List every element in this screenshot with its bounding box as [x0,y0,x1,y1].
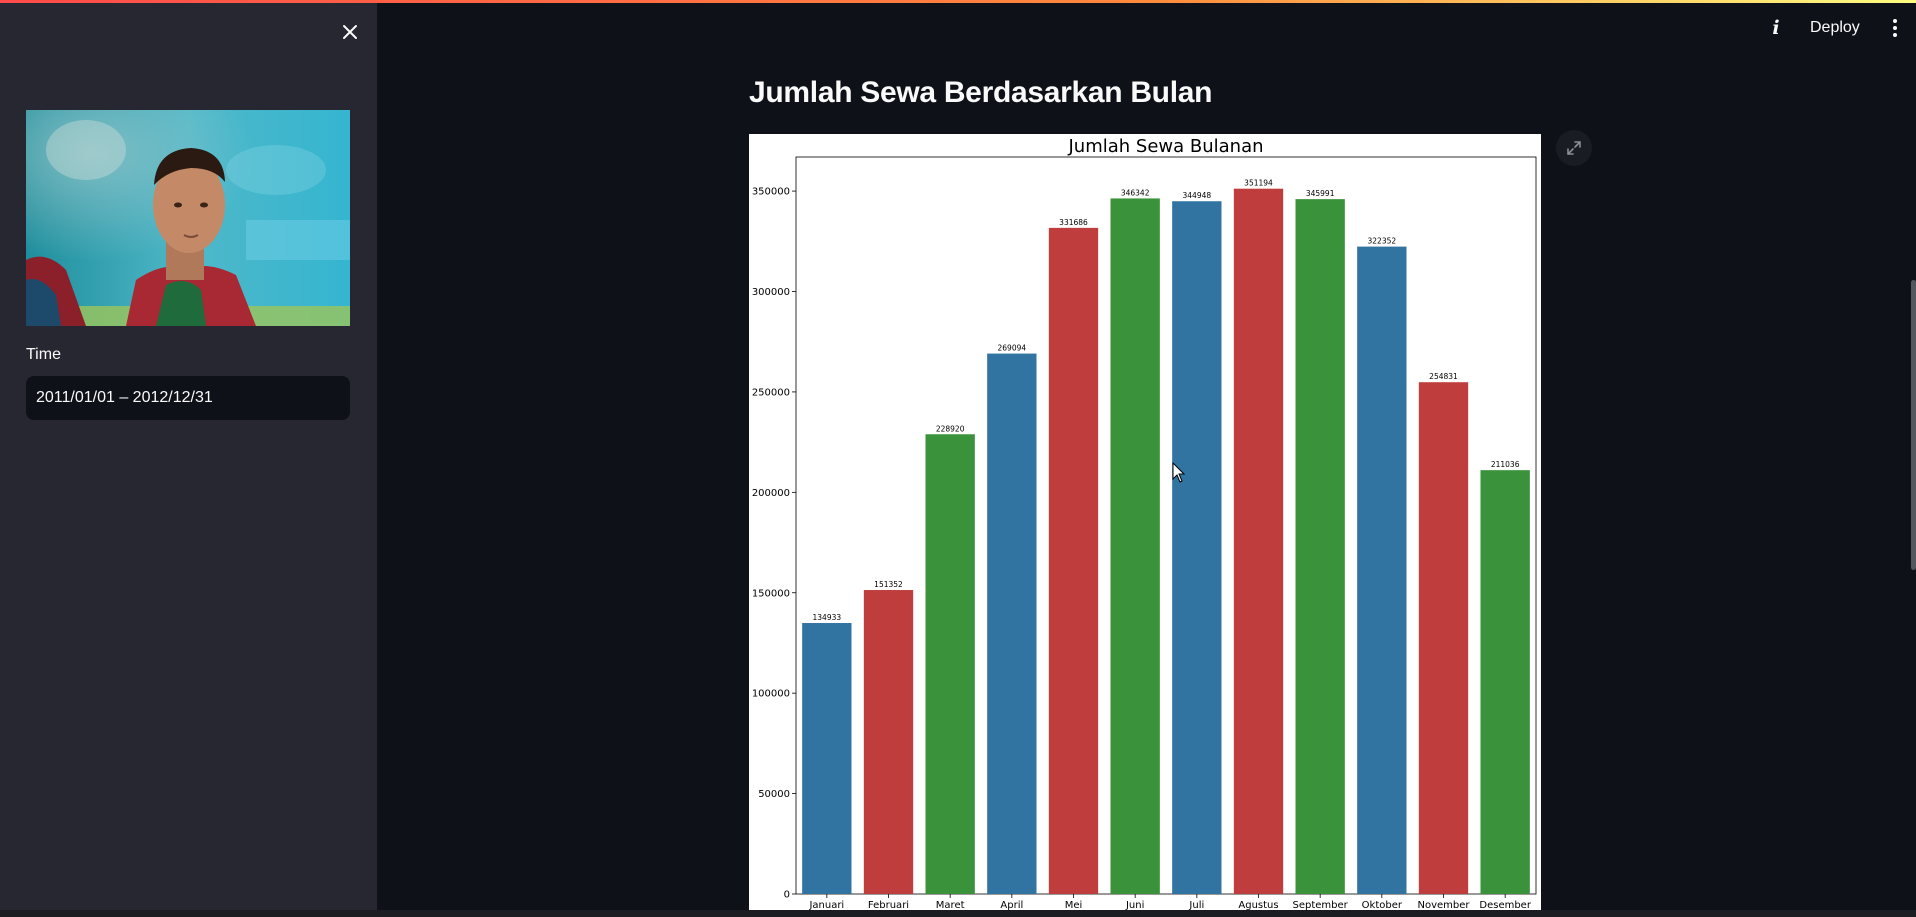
bar-value-label: 151352 [874,580,903,589]
bar-oktober [1357,246,1407,894]
x-tick-label: April [1000,900,1023,910]
y-tick-label: 300000 [752,287,790,298]
main-menu-button[interactable] [1884,14,1906,42]
x-tick-label: Mei [1065,900,1083,910]
date-range-value: 2011/01/01 – 2012/12/31 [36,389,213,406]
top-decoration-bar [0,0,1916,3]
x-tick-label: Maret [936,900,965,910]
bar-value-label: 345991 [1306,189,1335,198]
page-title: Jumlah Sewa Berdasarkan Bulan [749,76,1213,109]
profile-photo [26,110,350,326]
bar-februari [863,590,914,894]
x-tick-label: Desember [1479,900,1531,910]
y-tick-label: 100000 [752,689,790,700]
x-tick-label: November [1417,900,1470,910]
mouse-cursor-icon [1172,461,1186,488]
deploy-button[interactable]: Deploy [1810,19,1860,36]
bar-value-label: 322352 [1368,237,1397,246]
y-tick-label: 0 [784,890,790,901]
sidebar: Time 2011/01/01 – 2012/12/31 [0,0,377,917]
y-tick-label: 200000 [752,488,790,499]
x-tick-label: Agustus [1238,900,1278,910]
y-tick-label: 150000 [752,588,790,599]
fullscreen-expand-icon [1567,141,1581,155]
bar-september [1295,199,1345,894]
fullscreen-button[interactable] [1556,130,1592,166]
x-tick-label: Juli [1188,900,1204,910]
bar-april [987,353,1037,894]
x-tick-label: Januari [808,900,844,910]
bar-value-label: 134933 [813,613,842,622]
bar-november [1418,382,1469,894]
page-scrollbar[interactable] [1911,280,1916,570]
date-range-input[interactable]: 2011/01/01 – 2012/12/31 [26,376,350,420]
kebab-menu-icon [1893,19,1897,23]
x-tick-label: September [1293,900,1349,910]
close-sidebar-button[interactable] [334,16,366,48]
bar-maret [925,434,975,894]
bar-value-label: 269094 [998,344,1027,353]
bar-chart: Jumlah Sewa Bulanan 0 50000 100000 150000 200… [752,136,1537,910]
info-icon: i [1772,17,1780,39]
close-icon [343,25,357,39]
bar-value-label: 346342 [1121,188,1150,197]
info-button[interactable]: i [1762,14,1790,42]
bar-value-label: 344948 [1183,191,1212,200]
bar-value-label: 331686 [1059,218,1088,227]
y-tick-label: 350000 [752,187,790,198]
bar-juni [1110,198,1160,894]
bottom-strip [0,910,1916,917]
y-tick-label: 50000 [758,789,790,800]
bar-desember [1480,470,1530,894]
chart-container: Jumlah Sewa Bulanan 0 50000 100000 150000 200… [749,134,1541,910]
bar-value-label: 228920 [936,424,965,433]
bar-agustus [1233,188,1284,895]
x-tick-label: Februari [868,900,909,910]
x-tick-label: Juni [1125,900,1144,910]
bar-value-label: 254831 [1429,372,1458,381]
y-tick-label: 250000 [752,387,790,398]
bar-januari [802,623,852,894]
x-tick-label: Oktober [1362,900,1403,910]
bar-value-label: 351194 [1244,179,1273,188]
bar-mei [1048,227,1099,894]
plot-frame [795,156,1537,895]
bar-juli [1172,201,1222,894]
bar-value-label: 211036 [1491,460,1520,469]
chart-title: Jumlah Sewa Bulanan [1067,136,1263,157]
time-label: Time [26,346,61,363]
